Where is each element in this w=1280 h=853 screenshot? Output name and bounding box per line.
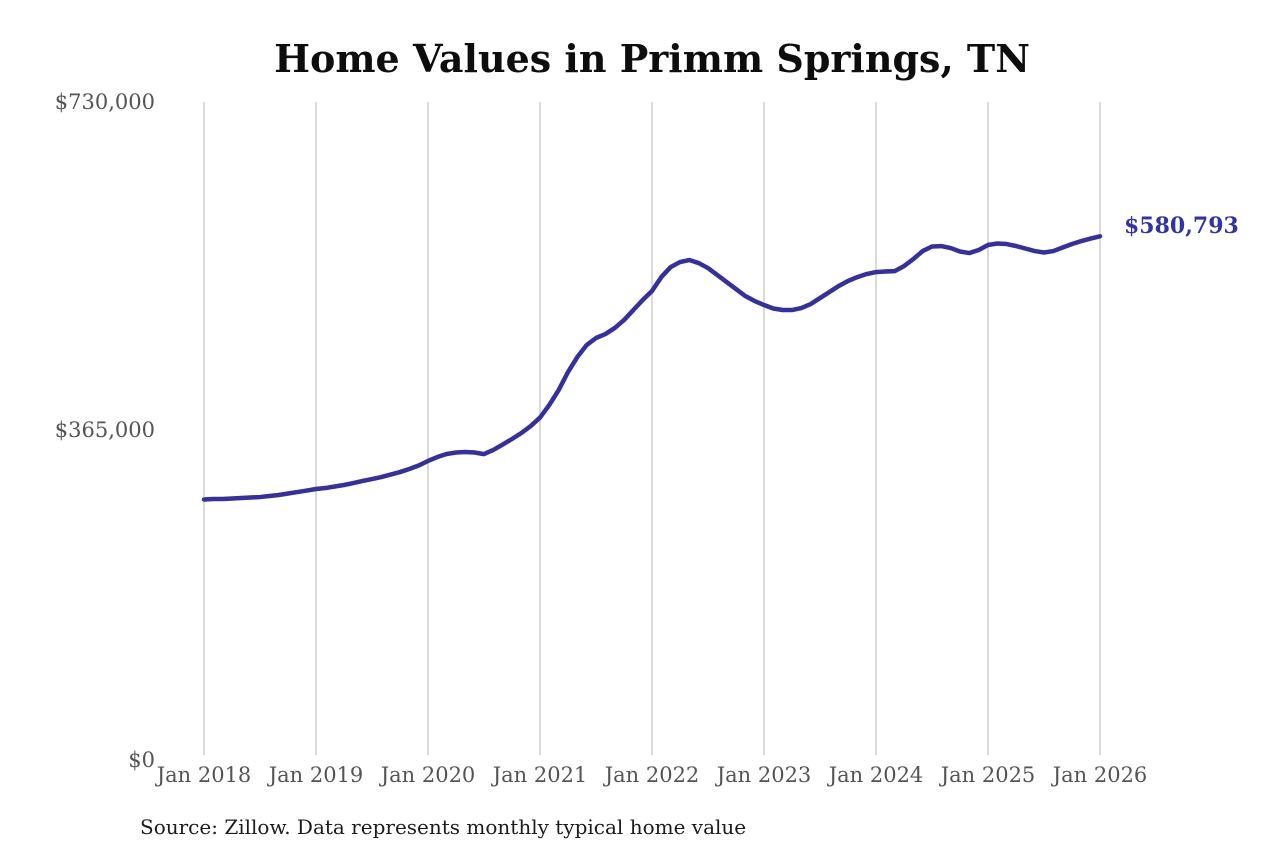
x-axis-tick-jan-2020: Jan 2020 <box>380 763 476 787</box>
x-axis-tick-jan-2021: Jan 2021 <box>492 763 588 787</box>
x-axis-tick-jan-2024: Jan 2024 <box>828 763 924 787</box>
x-axis-tick-jan-2025: Jan 2025 <box>940 763 1036 787</box>
x-axis-tick-jan-2018: Jan 2018 <box>156 763 252 787</box>
series-end-value-label: $580,793 <box>1124 213 1239 239</box>
x-axis-tick-jan-2022: Jan 2022 <box>604 763 700 787</box>
y-axis-tick-365000: $365,000 <box>54 418 155 442</box>
x-axis-tick-jan-2023: Jan 2023 <box>716 763 812 787</box>
y-axis-tick-730000: $730,000 <box>54 90 155 114</box>
x-axis-tick-jan-2026: Jan 2026 <box>1052 763 1148 787</box>
y-axis-tick-0: $0 <box>128 748 155 772</box>
chart-title: Home Values in Primm Springs, TN <box>274 36 1030 81</box>
source-attribution: Source: Zillow. Data represents monthly … <box>140 815 747 839</box>
home-value-line <box>201 234 1103 502</box>
x-axis-tick-jan-2019: Jan 2019 <box>268 763 364 787</box>
